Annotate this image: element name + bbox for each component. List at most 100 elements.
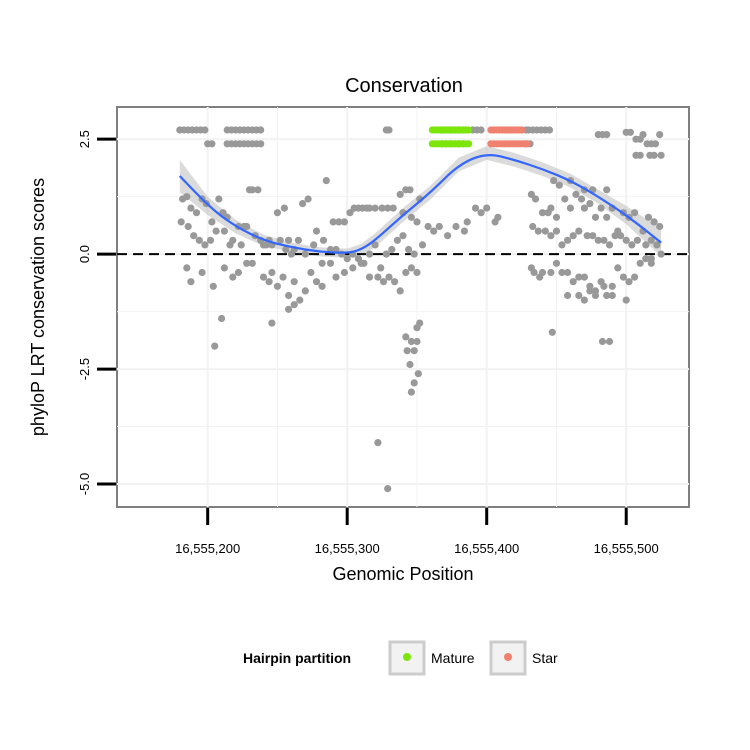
point-other [374,439,382,447]
point-other [413,218,421,226]
point-other [301,250,309,258]
point-other [195,236,203,244]
point-other [391,278,399,286]
point-other [268,319,276,327]
point-other [220,264,228,272]
point-other [365,204,374,212]
point-other [377,264,385,272]
point-other [430,227,438,235]
point-other [276,236,284,244]
point-other [273,282,281,290]
chart-title: Conservation [345,75,463,97]
point-other [611,232,619,240]
point-other [211,342,219,350]
point-other [545,126,554,134]
point-other [414,370,422,378]
point-other [301,287,309,295]
point-other [183,193,191,201]
point-other [657,250,665,258]
point-other [569,278,577,286]
point-other [653,241,661,249]
point-other [564,268,572,277]
point-other [552,213,561,221]
point-other [268,268,276,277]
point-other [578,195,586,203]
point-other [527,190,536,198]
point-other [407,388,415,396]
point-other [650,218,658,226]
point-other [656,222,664,231]
point-other [259,273,268,281]
point-other [586,200,594,208]
point-other [365,250,374,258]
point-other [343,255,351,263]
point-other [248,259,256,267]
point-other [198,268,206,277]
point-other [600,282,608,290]
point-other [349,264,357,272]
point-other [529,222,537,231]
point-other [388,245,396,254]
point-other [410,250,418,258]
point-other [257,126,265,134]
point-other [262,241,270,249]
point-other [335,218,343,226]
point-mature [465,126,473,134]
y-tick-label: -2.5 [77,358,92,380]
point-other [318,282,326,290]
x-tick-label: 16,555,200 [175,541,240,556]
point-other [237,241,245,249]
point-other [651,140,660,148]
point-other [410,379,418,387]
point-other [471,204,480,212]
point-other [403,347,411,355]
point-other [552,227,561,235]
legend-label-mature: Mature [431,650,475,666]
point-other [382,250,390,258]
point-other [494,213,502,221]
point-other [656,131,664,139]
point-other [393,236,401,244]
point-other [603,213,611,221]
point-other [575,291,583,300]
point-other [318,259,326,267]
point-other [385,273,393,281]
point-other [371,204,379,212]
x-axis: 16,555,200 16,555,300 16,555,400 16,555,500 [175,508,659,556]
point-other [332,273,340,281]
y-tick-label: 0.0 [77,245,92,263]
point-other [586,287,594,295]
point-other [407,337,415,346]
point-other [657,151,665,159]
point-other [622,296,630,304]
point-other [572,190,580,198]
point-other [312,227,321,235]
point-star [518,126,526,134]
legend: Hairpin partition Mature Star [243,640,558,676]
point-other [407,264,415,272]
point-other [550,177,558,185]
plot-panel [116,106,690,508]
point-other [547,232,555,240]
point-other [444,232,452,240]
point-other [631,273,639,281]
point-other [580,273,589,281]
point-other [407,213,415,221]
point-other [254,186,262,194]
point-other [287,250,295,258]
point-other [226,241,234,249]
point-other [547,204,555,212]
point-other [566,204,575,212]
point-other [296,296,304,304]
point-other [322,177,330,185]
y-axis: 2.5 0.0 -2.5 -5.0 [77,130,116,495]
point-other [452,222,460,231]
y-tick-label: 2.5 [77,130,92,148]
point-other [603,291,611,300]
point-other [206,236,215,244]
point-other [477,209,485,217]
point-other [379,278,388,286]
point-other [633,236,642,244]
point-other [290,301,298,309]
point-other [310,241,318,249]
